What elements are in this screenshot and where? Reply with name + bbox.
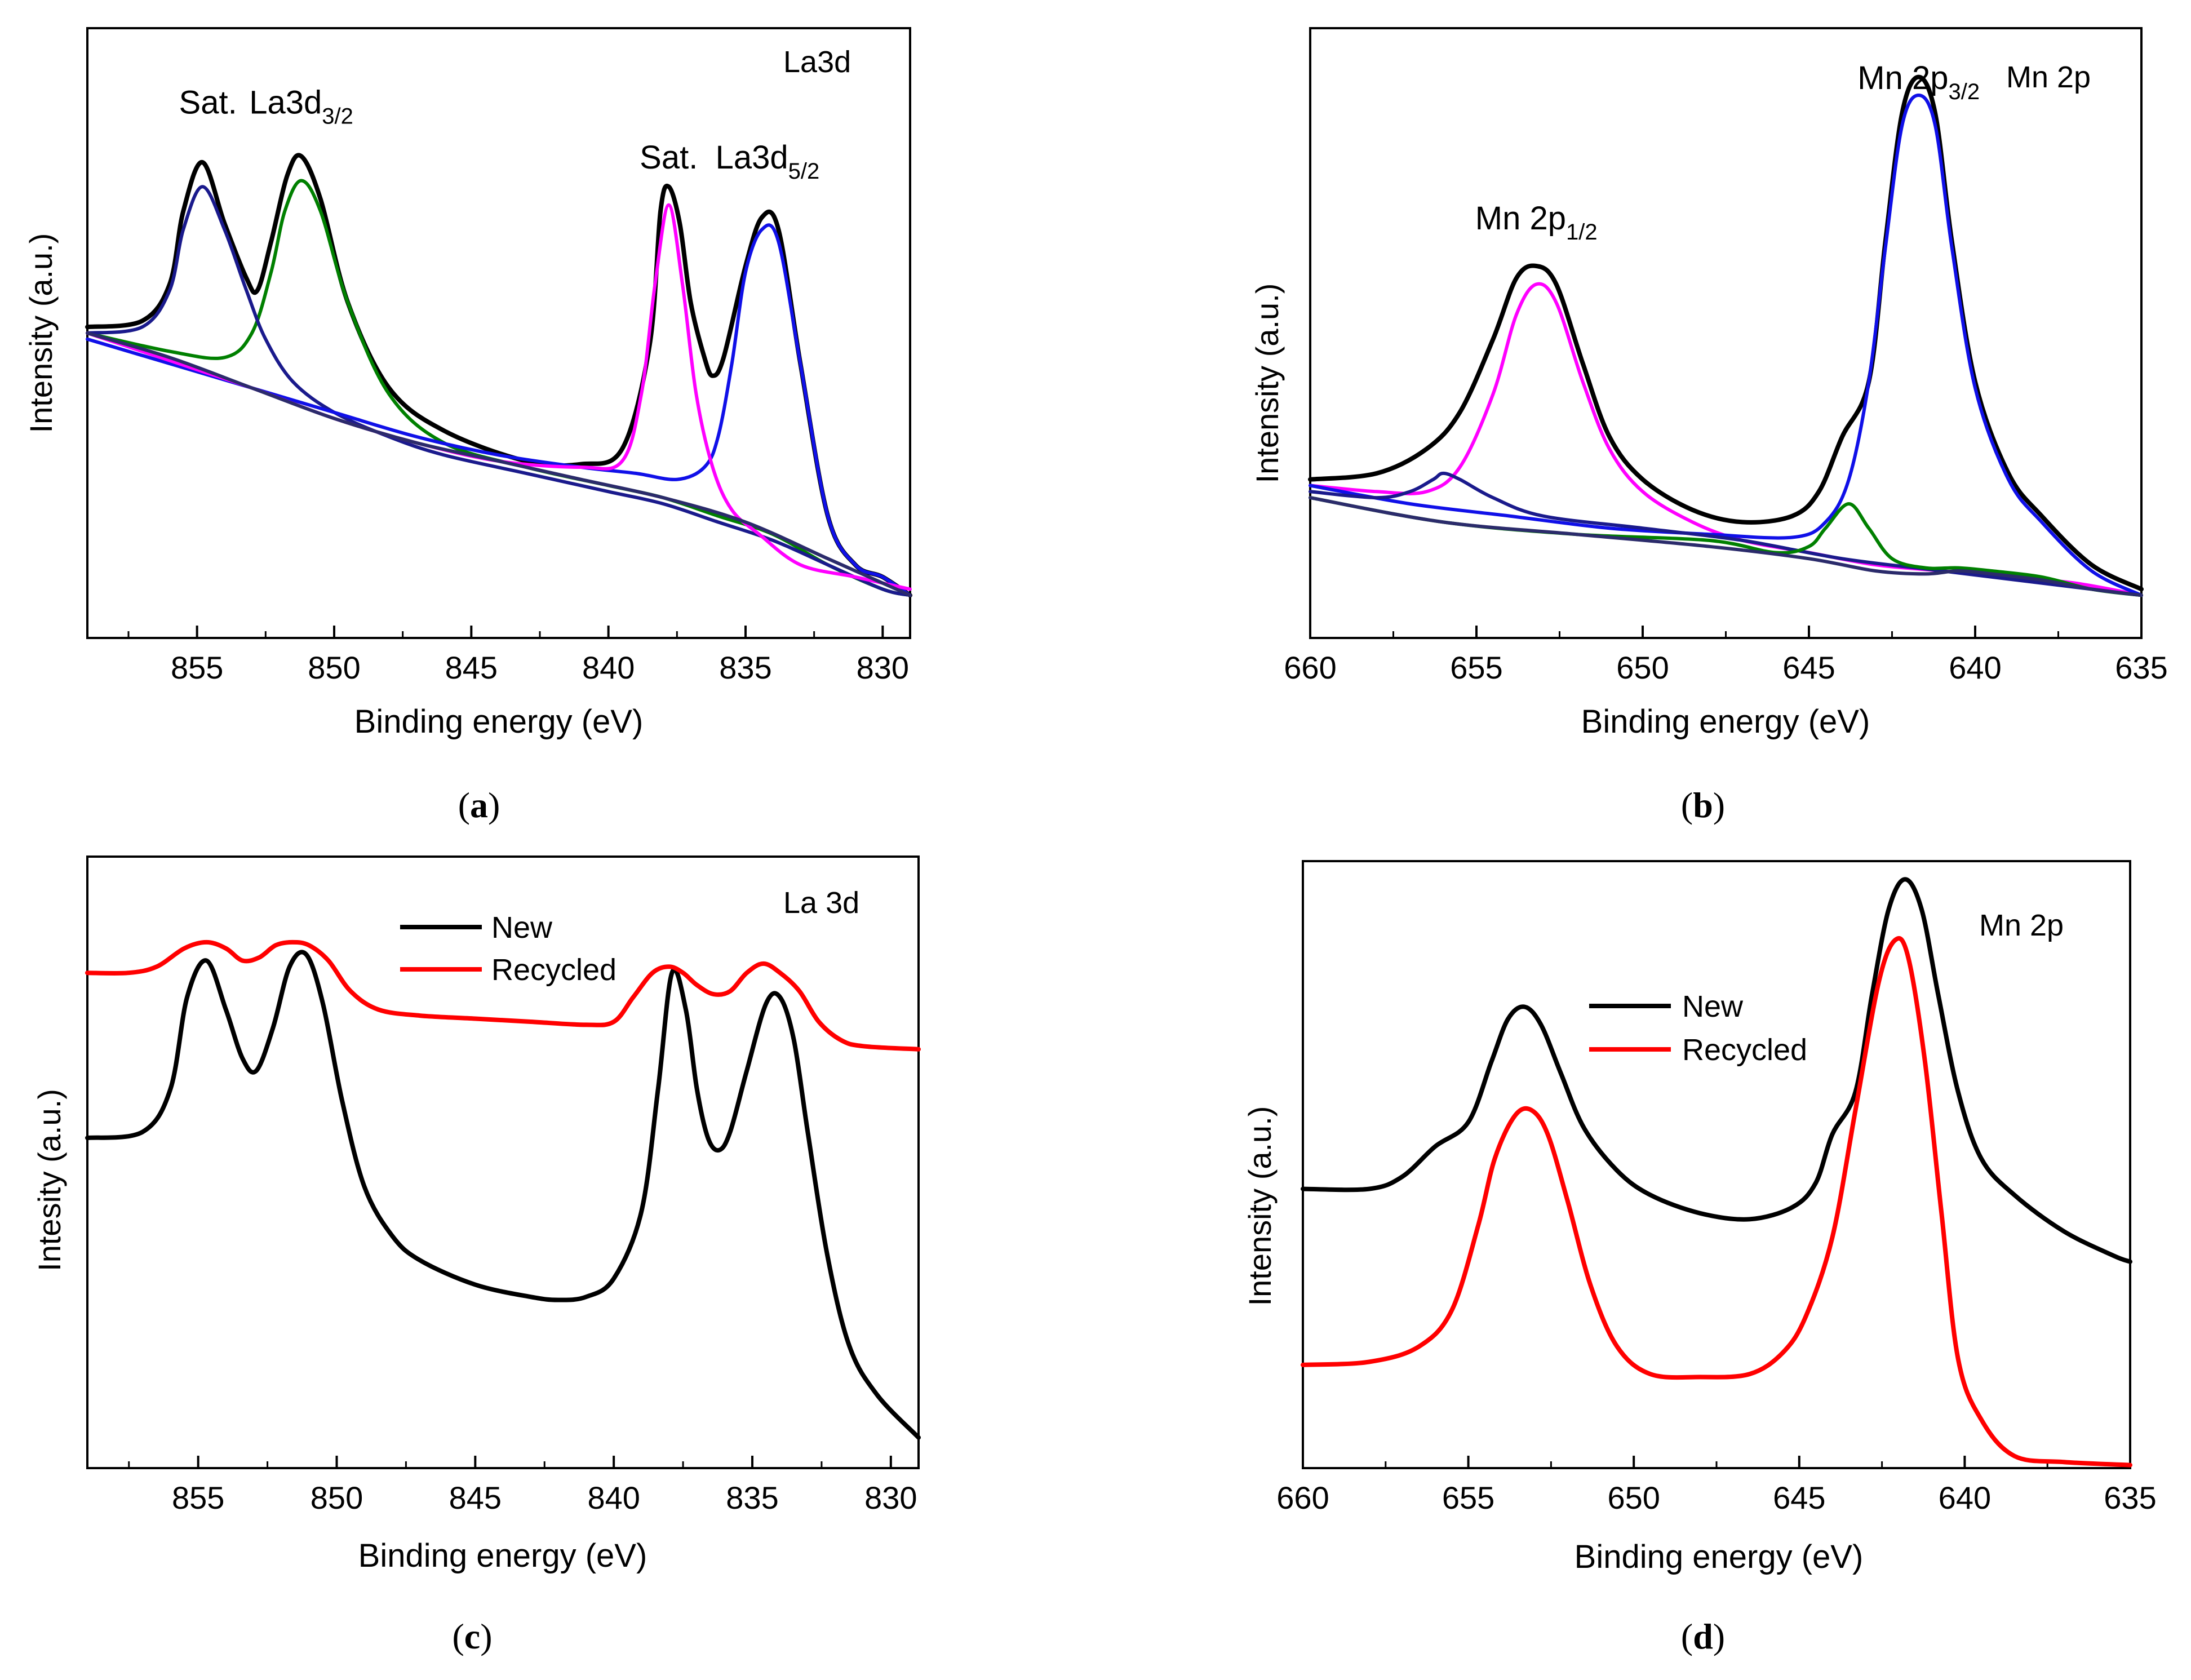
panel-c-xtick-label: 855 [172, 1480, 224, 1515]
panel-b-series [1308, 74, 2144, 597]
panel-a-series-envelope [85, 153, 912, 598]
panel-c-frame [86, 855, 920, 1469]
panel-b-peak-label: Mn 2p1/2 [1475, 200, 1598, 245]
panel-a-xticks: 855 850 845 840 835 830 [127, 626, 909, 685]
peak-label-subscript: 1/2 [1566, 220, 1598, 245]
panel-a-peak-label: La3d5/2 [716, 139, 820, 184]
panel-a-caption: (a) [458, 785, 500, 825]
panel-a-peak-label: La3d3/2 [249, 84, 353, 128]
panel-c-ylabel: Intesity (a.u.) [32, 1089, 67, 1271]
panel-c-xlabel: Binding energy (eV) [358, 1537, 647, 1574]
panel-b-ylabel: Intensity (a.u.) [1249, 283, 1285, 484]
panel-c-legend: New Recycled [400, 911, 617, 987]
panel-d: Mn 2p Binding energy (eV) Intensity (a.u… [1242, 860, 2157, 1656]
panel-a-peak-label: Sat. [179, 84, 237, 121]
panel-b-xlabel: Binding energy (eV) [1581, 703, 1870, 740]
panel-a-series [85, 153, 912, 598]
panel-d-ylabel: Intensity (a.u.) [1242, 1106, 1278, 1306]
panel-b-xtick-label: 635 [2115, 650, 2167, 685]
panel-b-xtick-label: 655 [1450, 650, 1502, 685]
panel-d-xtick-label: 640 [1939, 1480, 1991, 1515]
panel-d-legend-new-label: New [1682, 990, 1744, 1023]
panel-c-xtick-label: 845 [449, 1480, 502, 1515]
panel-d-series-recycled [1301, 936, 2132, 1468]
panel-b-xtick-label: 645 [1782, 650, 1835, 685]
panel-a-ylabel: Intensity (a.u.) [23, 233, 59, 433]
panel-d-xticks: 660 655 650 645 640 635 [1276, 1456, 2157, 1515]
panel-a-peak-label: Sat. [640, 139, 698, 176]
peak-label-subscript: 5/2 [788, 159, 820, 184]
panel-a-xtick-label: 830 [857, 650, 909, 685]
panel-d-xtick-label: 660 [1276, 1480, 1329, 1515]
panel-b: Mn 2p Binding energy (eV) Intensity (a.u… [1249, 27, 2168, 825]
panel-a-series-baseline [86, 331, 912, 597]
peak-label-main: La3d [249, 84, 322, 121]
panel-a: La3d Binding energy (eV) Intensity (a.u.… [23, 27, 912, 825]
panel-c-xticks: 855 850 845 840 835 830 [128, 1456, 917, 1515]
panel-a-title: La3d [783, 45, 851, 79]
panel-a-xtick-label: 855 [171, 650, 223, 685]
panel-d-title: Mn 2p [1979, 908, 2064, 942]
panel-c-series-recycled [85, 939, 921, 1052]
panel-b-series-mn-2p-3-2-component [1309, 94, 2143, 597]
panel-b-series-baseline [1309, 496, 2143, 597]
panel-d-xtick-label: 635 [2104, 1480, 2156, 1515]
panel-c: La 3d Binding energy (eV) Intesity (a.u.… [32, 855, 921, 1656]
panel-c-xtick-label: 850 [311, 1480, 363, 1515]
panel-d-xtick-label: 650 [1607, 1480, 1660, 1515]
panel-c-legend-new-label: New [491, 911, 553, 945]
panel-d-xtick-label: 655 [1442, 1480, 1494, 1515]
peak-label-main: Mn 2p [1857, 60, 1948, 96]
panel-a-xtick-label: 850 [308, 650, 360, 685]
panel-b-title: Mn 2p [2006, 60, 2091, 94]
panel-d-xlabel: Binding energy (eV) [1574, 1539, 1864, 1575]
panel-c-caption: (c) [452, 1616, 492, 1656]
panel-c-xtick-label: 830 [864, 1480, 917, 1515]
panel-b-xtick-label: 650 [1616, 650, 1669, 685]
panel-b-series-satellite-component-656 [1309, 471, 2143, 597]
panel-a-xtick-label: 835 [719, 650, 771, 685]
panel-b-xticks: 660 655 650 645 640 635 [1284, 626, 2168, 685]
panel-b-peak-label: Mn 2p3/2 [1857, 60, 1980, 104]
panel-d-series-new [1301, 877, 2132, 1264]
panel-c-series-new [85, 950, 921, 1440]
panel-b-caption: (b) [1681, 785, 1725, 825]
peak-label-subscript: 3/2 [322, 104, 353, 128]
panel-d-series [1301, 877, 2132, 1468]
panel-b-xtick-label: 660 [1284, 650, 1336, 685]
panel-d-legend-recycled-label: Recycled [1682, 1033, 1807, 1067]
panel-c-xtick-label: 840 [587, 1480, 640, 1515]
peak-label-main: La3d [716, 139, 788, 176]
panel-c-xtick-label: 835 [726, 1480, 778, 1515]
panel-c-series [85, 939, 921, 1440]
panel-a-xtick-label: 845 [445, 650, 498, 685]
panel-a-xlabel: Binding energy (eV) [354, 703, 644, 740]
panel-b-xtick-label: 640 [1949, 650, 2001, 685]
peak-label-subscript: 3/2 [1948, 79, 1980, 104]
panel-d-xtick-label: 645 [1773, 1480, 1825, 1515]
panel-d-legend: New Recycled [1589, 990, 1807, 1067]
panel-d-caption: (d) [1681, 1616, 1725, 1656]
peak-label-main: Mn 2p [1475, 200, 1566, 237]
panel-c-legend-recycled-label: Recycled [491, 953, 617, 987]
panel-b-annotations: Mn 2p1/2Mn 2p3/2 [1475, 60, 1980, 245]
panel-c-title: La 3d [783, 886, 859, 920]
panel-a-xtick-label: 840 [582, 650, 635, 685]
